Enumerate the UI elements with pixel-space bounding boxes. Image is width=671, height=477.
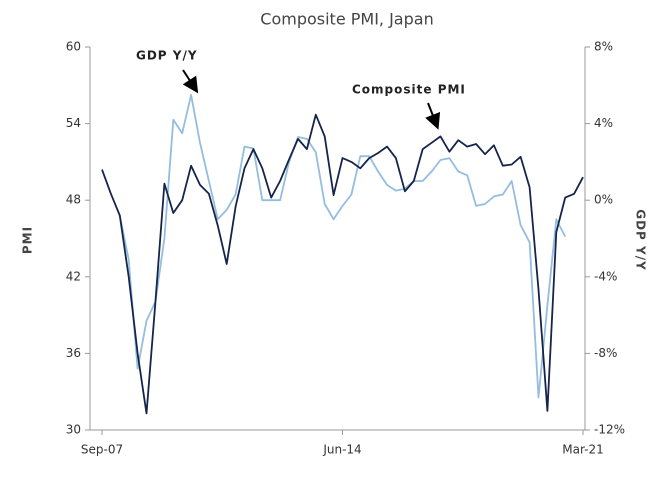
y-tick-label: 30 [66,423,81,437]
y2-tick-label: 0% [594,193,613,207]
y2-tick-label: 8% [594,40,613,54]
y2-tick-label: -4% [594,269,617,283]
y2-axis-label: GDP Y/Y [634,209,648,271]
x-tick-label: Sep-07 [81,443,123,457]
annotation: GDP Y/Y [136,49,198,63]
chart-title: Composite PMI, Japan [260,10,433,29]
y-tick-label: 42 [66,269,81,283]
y2-tick-label: -12% [594,423,625,437]
y-tick-label: 48 [66,193,81,207]
y-tick-label: 36 [66,346,81,360]
annotation-arrow [425,102,441,130]
annotation: Composite PMI [352,83,466,97]
y2-tick-label: -8% [594,346,617,360]
series-line [118,94,567,399]
series-line [101,113,584,415]
y-tick-label: 54 [66,116,81,130]
y-tick-label: 60 [66,40,81,54]
x-tick-label: Jun-14 [322,443,361,457]
y2-tick-label: 4% [594,116,613,130]
y-axis-label: PMI [21,226,35,254]
annotation-arrow [182,69,199,94]
x-tick-label: Mar-21 [562,443,603,457]
